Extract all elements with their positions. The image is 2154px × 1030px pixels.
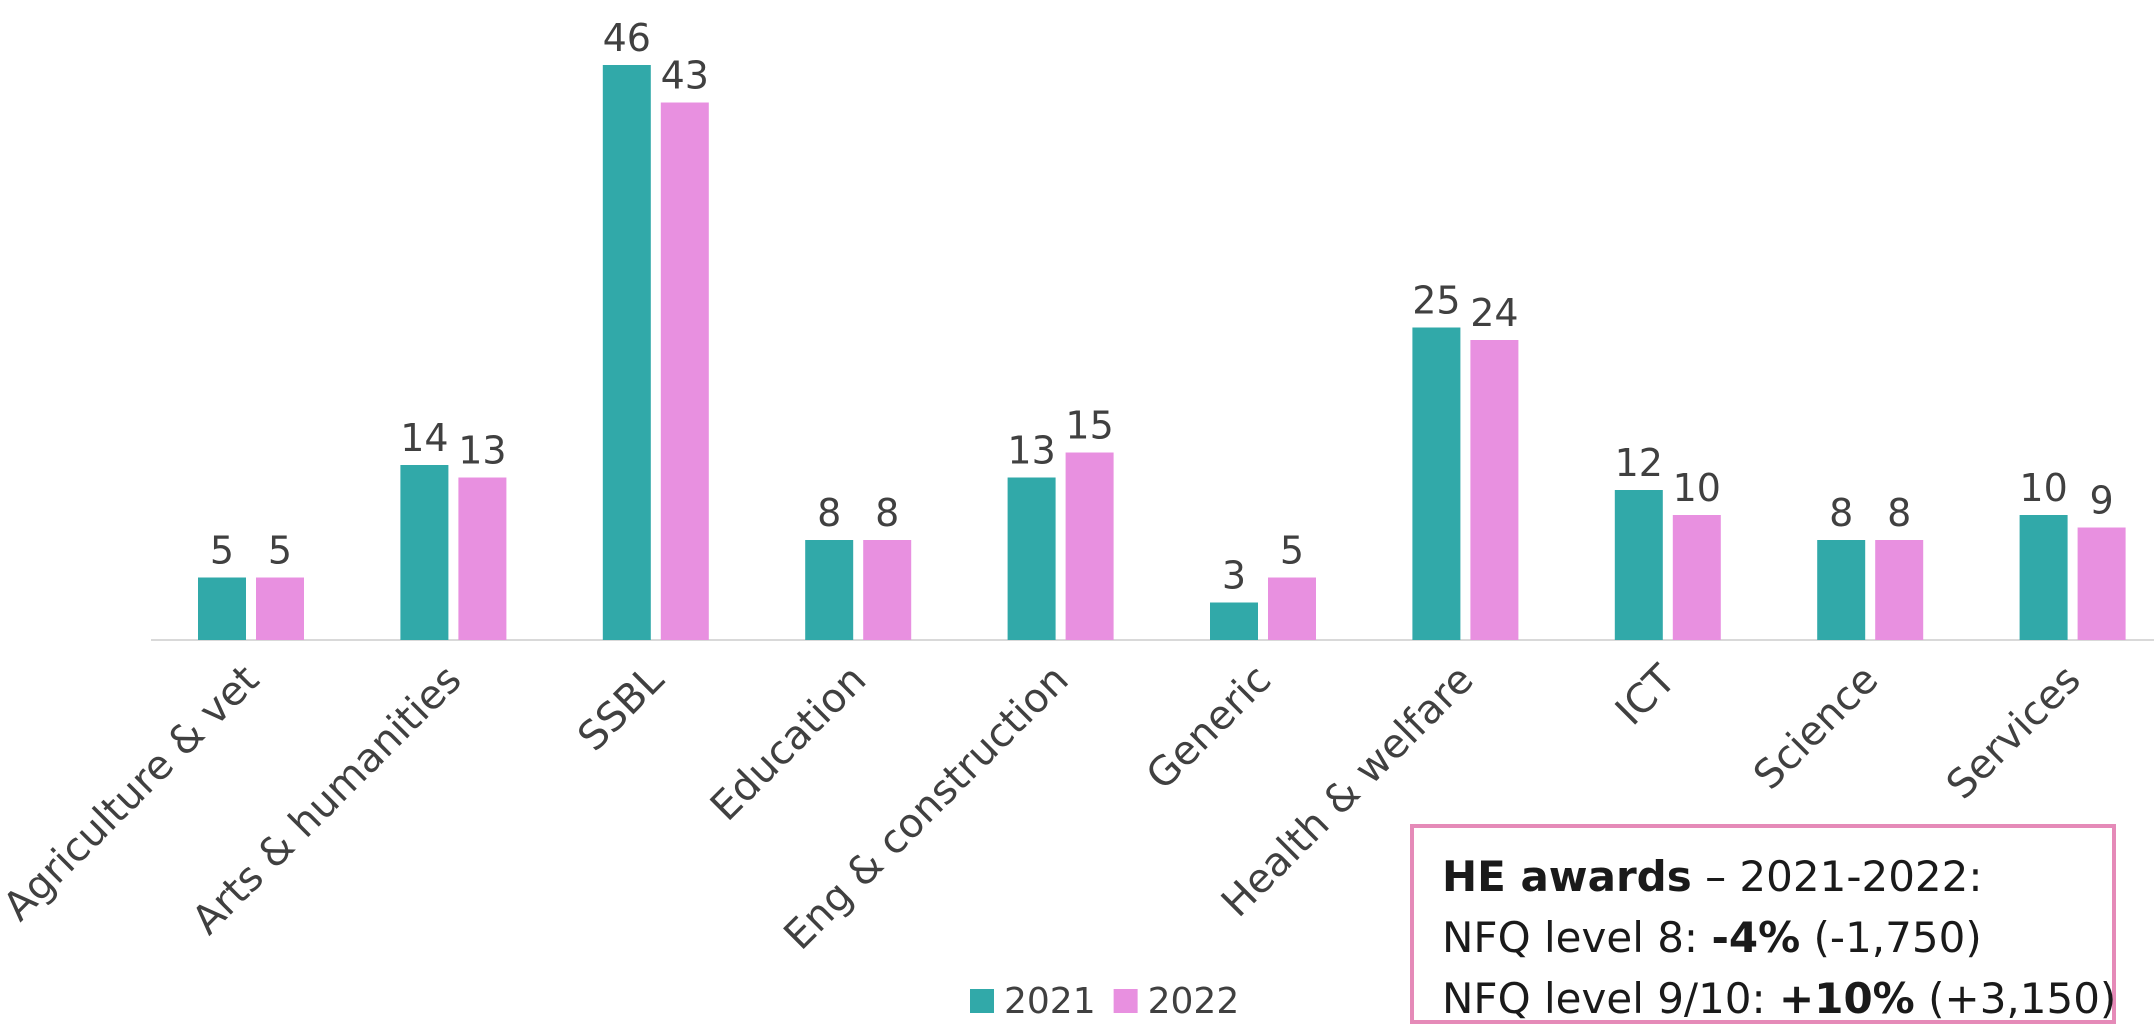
- data-label: 13: [458, 429, 506, 473]
- data-label: 13: [1007, 429, 1055, 473]
- bar: [1268, 577, 1316, 640]
- bar: [1875, 540, 1924, 640]
- data-label: 46: [603, 16, 651, 60]
- data-label: 8: [1829, 491, 1853, 535]
- x-tick-label: Education: [702, 657, 875, 830]
- data-label: 12: [1615, 441, 1663, 485]
- annotation-text: -4%: [1711, 913, 1801, 962]
- bar: [1210, 602, 1258, 640]
- annotation-text: NFQ level 9/10:: [1442, 974, 1780, 1023]
- bar: [1817, 540, 1866, 640]
- bar: [1007, 477, 1056, 640]
- annotation-line: HE awards – 2021-2022:: [1442, 846, 2084, 907]
- bar: [2077, 527, 2126, 640]
- bar: [1065, 452, 1114, 640]
- data-label: 25: [1412, 279, 1460, 323]
- bar: [256, 577, 304, 640]
- annotation-text: NFQ level 8:: [1442, 913, 1712, 962]
- data-label: 10: [2019, 466, 2067, 510]
- data-label: 3: [1222, 554, 1246, 598]
- annotation-text: (-1,750): [1800, 913, 1982, 962]
- bar: [660, 102, 709, 640]
- data-label: 5: [268, 529, 292, 573]
- bar: [1672, 515, 1721, 640]
- data-label: 8: [1887, 491, 1911, 535]
- bar: [2019, 515, 2068, 640]
- bar: [458, 477, 507, 640]
- x-tick-label: SSBL: [569, 656, 673, 760]
- legend-swatch: [1113, 989, 1138, 1013]
- bar: [602, 65, 651, 640]
- x-tick-label: Services: [1938, 657, 2090, 809]
- bar: [1412, 327, 1461, 640]
- bar: [863, 540, 912, 640]
- data-label: 8: [817, 491, 841, 535]
- annotation-line: NFQ level 8: -4% (-1,750): [1442, 907, 2084, 968]
- data-label: 5: [1280, 529, 1304, 573]
- bar: [400, 465, 449, 640]
- data-label: 15: [1065, 404, 1113, 448]
- annotation-line: NFQ level 9/10: +10% (+3,150): [1442, 968, 2116, 1029]
- bar: [1614, 490, 1663, 640]
- x-tick-label: Science: [1745, 657, 1887, 799]
- data-label: 10: [1673, 466, 1721, 510]
- data-label: 9: [2090, 479, 2114, 523]
- annotation-text: +10%: [1779, 974, 1915, 1023]
- bar: [1470, 340, 1519, 640]
- annotation-text: – 2021-2022:: [1691, 852, 1983, 901]
- legend-swatch: [970, 989, 994, 1013]
- data-label: 14: [400, 416, 448, 460]
- x-tick-label: ICT: [1607, 656, 1685, 734]
- annotation-box: HE awards – 2021-2022: NFQ level 8: -4% (…: [1410, 824, 2116, 1024]
- data-label: 24: [1470, 291, 1518, 335]
- data-label: 5: [210, 529, 234, 573]
- x-tick-label: Generic: [1138, 657, 1280, 799]
- annotation-text: HE awards: [1442, 852, 1692, 901]
- data-label: 8: [875, 491, 899, 535]
- legend-label: 2021: [1004, 981, 1096, 1022]
- legend-label: 2022: [1148, 981, 1240, 1022]
- bar: [198, 577, 246, 640]
- bar: [805, 540, 854, 640]
- data-label: 43: [661, 54, 709, 98]
- annotation-text: (+3,150): [1914, 974, 2117, 1023]
